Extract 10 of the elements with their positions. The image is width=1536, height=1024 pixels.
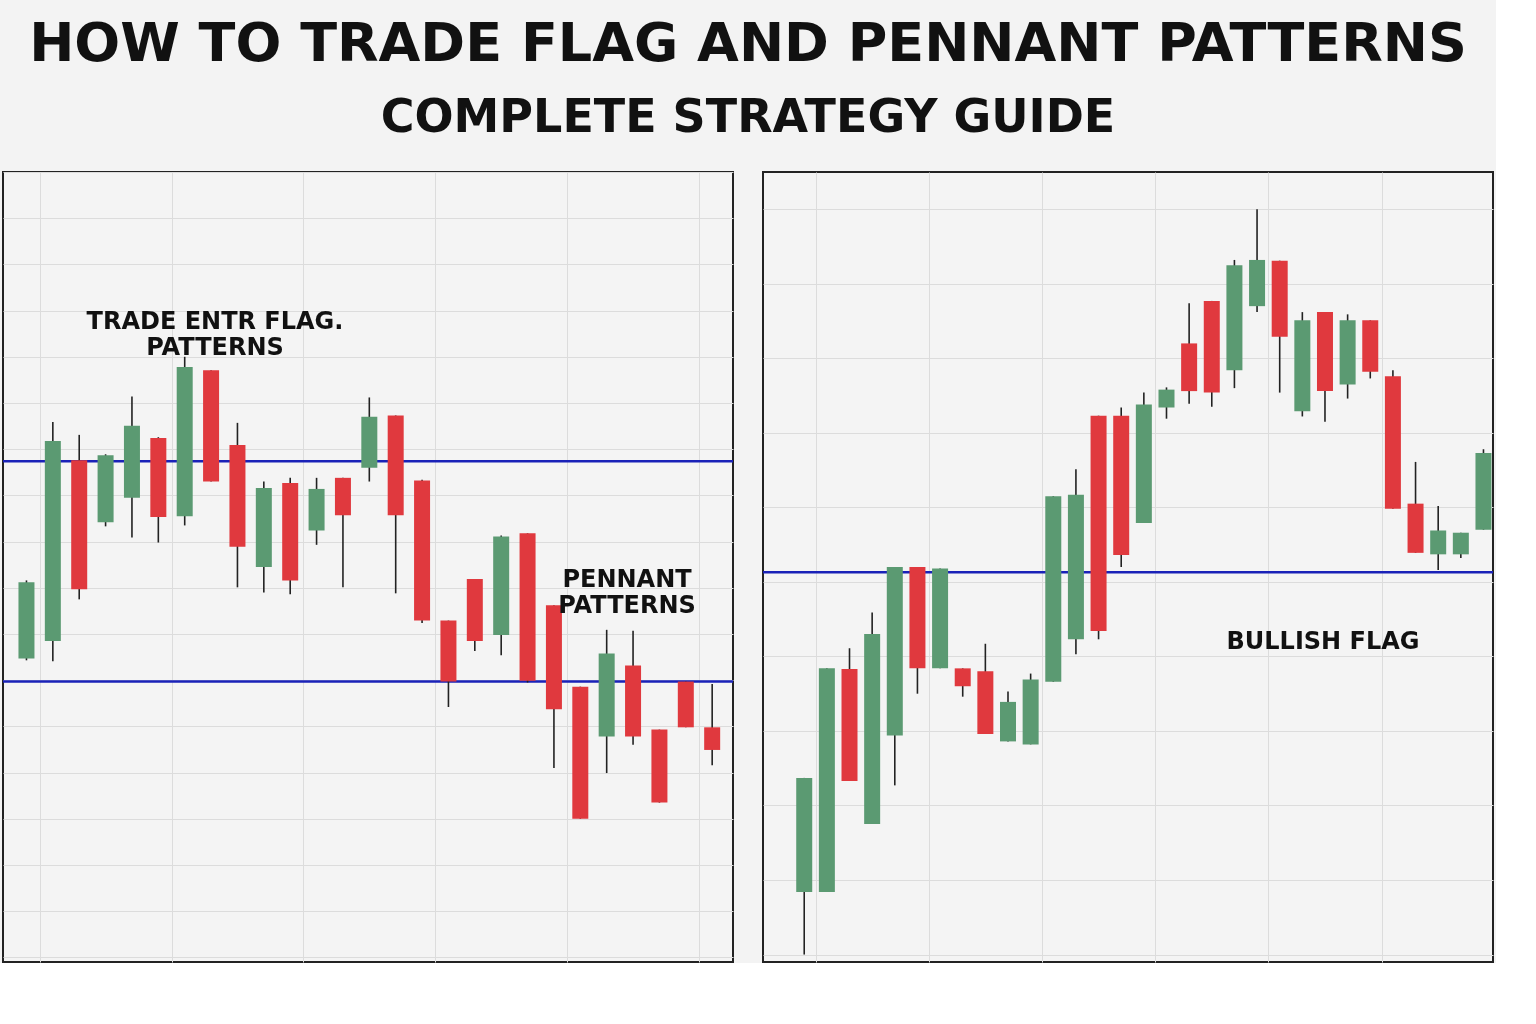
candlestick bbox=[1158, 386, 1175, 420]
candlestick bbox=[1452, 531, 1469, 559]
candlestick bbox=[954, 667, 971, 698]
chart-subtitle: COMPLETE STRATEGY GUIDE bbox=[380, 89, 1116, 143]
candlestick bbox=[1430, 505, 1447, 571]
annotation: BULLISH FLAG bbox=[1226, 627, 1420, 655]
annotation: TRADE ENTR FLAG. PATTERNS bbox=[86, 307, 344, 361]
chart-title: HOW TO TRADE FLAG AND PENNANT PATTERNS bbox=[29, 11, 1467, 74]
candlestick bbox=[704, 683, 721, 766]
annotation: PENNANT PATTERNS bbox=[558, 565, 696, 619]
